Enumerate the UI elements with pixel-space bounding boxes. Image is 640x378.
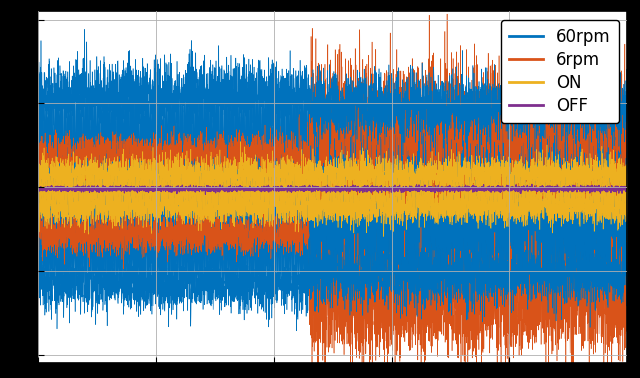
Legend: 60rpm, 6rpm, ON, OFF: 60rpm, 6rpm, ON, OFF: [501, 20, 619, 123]
